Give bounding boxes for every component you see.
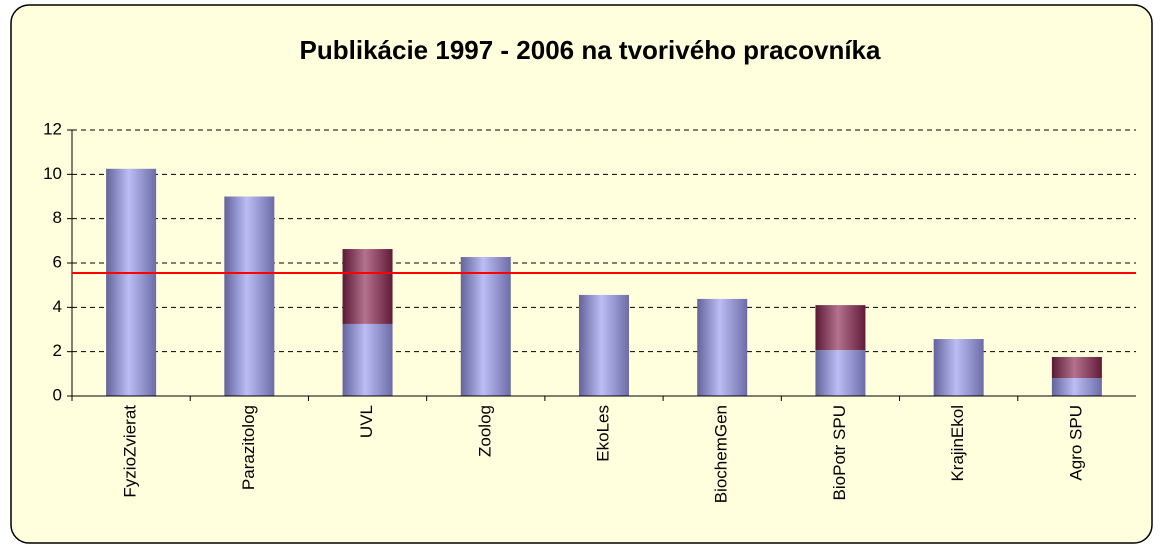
- bar-segment: [815, 305, 866, 351]
- x-tick-label: FyzioZvierat: [121, 405, 140, 498]
- x-tick-label: BioPotr SPU: [830, 405, 849, 500]
- bar-segment: [460, 257, 511, 396]
- bar-segment: [579, 294, 629, 396]
- x-tick-label: Parazitolog: [239, 405, 258, 490]
- bar-segment: [697, 298, 748, 396]
- bar-segment: [933, 339, 984, 396]
- y-tick-label: 8: [53, 208, 62, 227]
- x-tick-label: UVL: [357, 405, 376, 438]
- bar-segment: [342, 249, 393, 324]
- bar-segment: [224, 196, 275, 396]
- y-tick-label: 6: [53, 252, 62, 271]
- y-tick-label: 2: [53, 341, 62, 360]
- x-tick-label: Agro SPU: [1066, 405, 1085, 481]
- bar-segment: [342, 323, 393, 396]
- x-tick-label: KrajinEkol: [948, 405, 967, 482]
- x-tick-label: BiochemGen: [712, 405, 731, 503]
- bar-segment: [1051, 378, 1102, 396]
- chart-background: [10, 4, 1153, 544]
- y-tick-label: 10: [43, 164, 62, 183]
- y-tick-label: 0: [53, 385, 62, 404]
- bar-segment: [815, 350, 866, 396]
- x-tick-label: Zoolog: [475, 405, 494, 457]
- chart-title: Publikácie 1997 - 2006 na tvorivého prac…: [300, 35, 881, 65]
- bar-segment: [106, 168, 157, 396]
- bar-segment: [1051, 356, 1102, 379]
- y-tick-label: 4: [53, 297, 62, 316]
- y-tick-label: 12: [43, 119, 62, 138]
- x-tick-label: EkoLes: [593, 405, 612, 462]
